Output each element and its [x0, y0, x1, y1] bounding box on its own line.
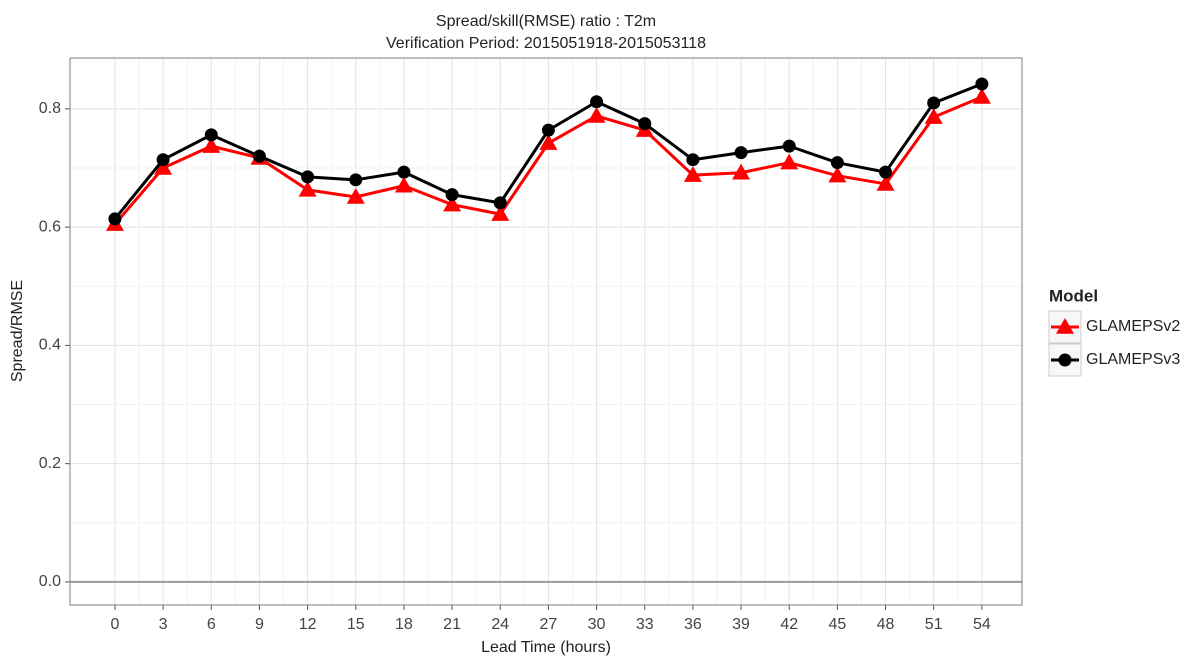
- legend-label: GLAMEPSv3: [1086, 351, 1180, 368]
- data-point: [638, 117, 652, 131]
- x-tick-label: 6: [207, 616, 216, 633]
- data-point: [539, 134, 558, 150]
- data-point: [734, 146, 748, 160]
- data-point: [397, 165, 411, 179]
- data-point: [301, 170, 315, 184]
- x-tick-label: 36: [684, 616, 702, 633]
- x-tick-label: 12: [299, 616, 317, 633]
- x-tick-label: 54: [973, 616, 991, 633]
- data-point: [972, 88, 991, 104]
- plot-border: [69, 57, 1023, 606]
- data-point: [541, 123, 555, 137]
- data-point: [587, 106, 606, 123]
- x-tick-label: 0: [110, 616, 119, 633]
- chart-subtitle: Verification Period: 2015051918-20150531…: [386, 35, 706, 52]
- y-tick-label: 0.8: [39, 100, 61, 117]
- y-tick-label: 0.2: [39, 455, 61, 472]
- data-point: [394, 176, 413, 193]
- x-tick-label: 3: [159, 616, 168, 633]
- data-point: [108, 212, 122, 226]
- data-point: [349, 173, 363, 187]
- data-point: [346, 187, 365, 204]
- x-tick-label: 15: [347, 616, 365, 633]
- y-axis-label: Spread/RMSE: [9, 280, 26, 382]
- data-point: [927, 96, 941, 110]
- x-axis-label: Lead Time (hours): [481, 639, 611, 656]
- data-point: [975, 77, 989, 91]
- data-point: [879, 165, 893, 179]
- x-tick-label: 24: [491, 616, 509, 633]
- chart-title: Spread/skill(RMSE) ratio : T2m: [436, 13, 656, 30]
- data-point: [683, 166, 702, 182]
- data-point: [491, 205, 510, 221]
- x-tick-label: 21: [443, 616, 461, 633]
- x-tick-label: 27: [540, 616, 558, 633]
- data-point: [298, 180, 317, 197]
- data-point: [445, 188, 459, 202]
- legend-label: GLAMEPSv2: [1086, 318, 1180, 335]
- x-tick-label: 51: [925, 616, 943, 633]
- legend-title: Model: [1049, 286, 1098, 305]
- data-point: [154, 158, 173, 175]
- data-point: [828, 166, 847, 183]
- data-point: [830, 156, 844, 170]
- y-tick-label: 0.6: [39, 218, 61, 235]
- x-tick-label: 30: [588, 616, 606, 633]
- x-tick-label: 48: [877, 616, 895, 633]
- data-point: [202, 137, 221, 153]
- data-point: [876, 174, 895, 191]
- x-tick-label: 18: [395, 616, 413, 633]
- data-point: [924, 108, 943, 124]
- data-point: [780, 153, 799, 170]
- x-tick-label: 45: [828, 616, 846, 633]
- x-tick-label: 9: [255, 616, 264, 633]
- data-point: [156, 153, 170, 167]
- legend-key-marker: [1056, 318, 1074, 334]
- data-point: [204, 128, 218, 142]
- data-point: [493, 196, 507, 210]
- y-tick-label: 0.0: [39, 573, 61, 590]
- data-point: [782, 139, 796, 153]
- x-tick-label: 39: [732, 616, 750, 633]
- legend-key-marker: [1058, 353, 1072, 367]
- data-point: [252, 149, 266, 163]
- data-point: [686, 153, 700, 167]
- x-tick-label: 42: [780, 616, 798, 633]
- data-point: [443, 195, 462, 212]
- x-tick-label: 33: [636, 616, 654, 633]
- y-tick-label: 0.4: [39, 337, 61, 354]
- data-point: [590, 95, 604, 109]
- data-point: [732, 163, 751, 180]
